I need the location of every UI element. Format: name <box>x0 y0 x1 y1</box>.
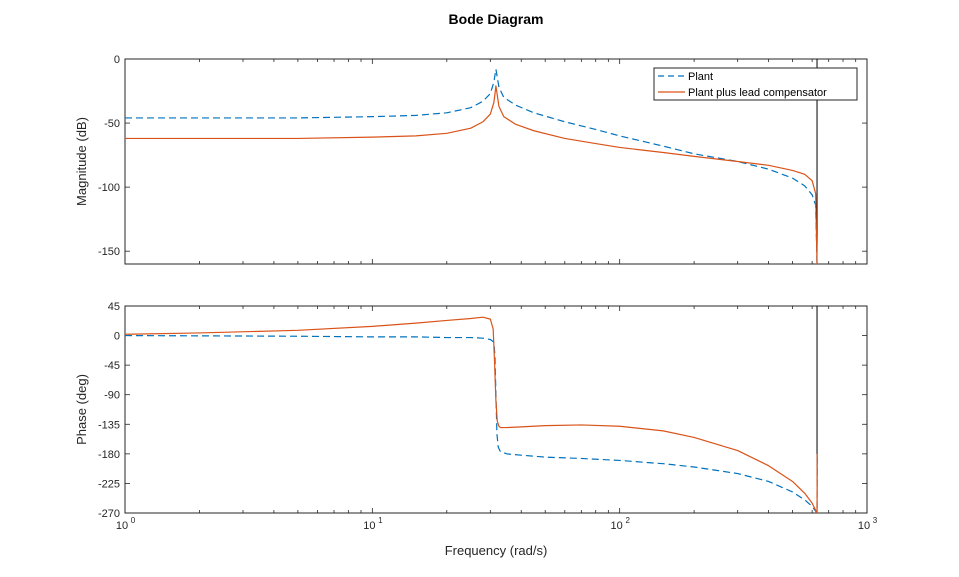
phase-y-tick-label: -45 <box>104 360 120 372</box>
phase-series-compensated <box>125 316 818 513</box>
chart-title: Bode Diagram <box>449 11 544 27</box>
phase-y-tick-label: -90 <box>104 390 120 402</box>
magnitude-y-tick-label: -150 <box>98 246 120 258</box>
phase-axis-label: Phase (deg) <box>74 374 89 445</box>
x-tick-label-exponent: 3 <box>873 516 878 525</box>
x-axis-label: Frequency (rad/s) <box>445 543 548 558</box>
x-tick-label: 10 <box>363 520 375 532</box>
phase-y-tick-label: -135 <box>98 419 120 431</box>
legend-entry-compensated: Plant plus lead compensator <box>688 87 827 99</box>
x-tick-label-exponent: 2 <box>625 516 630 525</box>
legend: Plant Plant plus lead compensator <box>653 67 858 101</box>
x-tick-label-exponent: 1 <box>378 516 383 525</box>
phase-y-tick-label: -270 <box>98 508 120 520</box>
phase-y-tick-label: 0 <box>114 331 120 343</box>
phase-y-tick-label: 45 <box>108 301 120 313</box>
phase-series-plant <box>125 334 818 513</box>
magnitude-y-tick-label: -100 <box>98 182 120 194</box>
x-tick-label: 10 <box>116 520 128 532</box>
magnitude-axis-label: Magnitude (dB) <box>74 117 89 206</box>
legend-entry-plant: Plant <box>688 71 713 83</box>
phase-y-tick-label: -180 <box>98 449 120 461</box>
x-tick-label-exponent: 0 <box>131 516 136 525</box>
phase-y-tick-label: -225 <box>98 478 120 490</box>
magnitude-y-tick-label: 0 <box>114 54 120 66</box>
x-tick-label: 10 <box>858 520 870 532</box>
magnitude-y-tick-label: -50 <box>104 118 120 130</box>
x-tick-label: 10 <box>611 520 623 532</box>
magnitude-series-compensated <box>125 85 818 264</box>
magnitude-series-plant <box>125 68 818 264</box>
legend-box <box>653 67 858 101</box>
